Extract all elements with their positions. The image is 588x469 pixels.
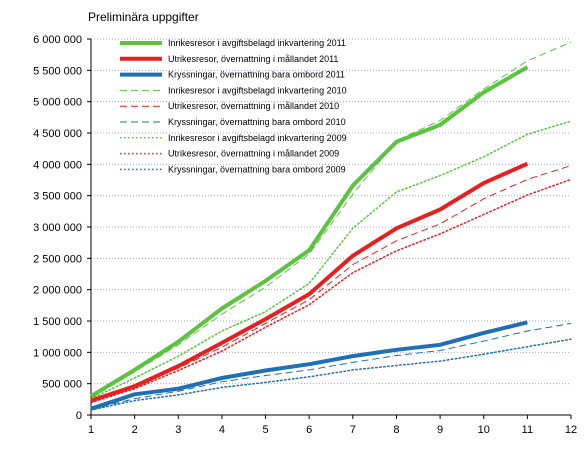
legend-label: Inrikesresor i avgiftsbelagd inkvarterin… <box>168 38 346 48</box>
chart-subtitle: Preliminära uppgifter <box>88 10 199 24</box>
legend-label: Kryssningar, övernattning bara ombord 20… <box>168 164 346 174</box>
x-tick-label: 5 <box>262 424 268 436</box>
legend: Inrikesresor i avgiftsbelagd inkvarterin… <box>120 38 347 174</box>
y-axis-tick-labels: 0 500 000 1 000 000 1 500 000 2 000 000 2 500… <box>33 34 82 422</box>
legend-label: Utrikesresor, övernattning i mållandet 2… <box>168 149 339 159</box>
series-line-1 <box>89 65 529 398</box>
y-tick-label: 3 000 000 <box>33 222 82 234</box>
series-line-7 <box>90 120 572 400</box>
x-tick-label: 8 <box>393 424 399 436</box>
series-line-8 <box>90 178 572 404</box>
series-line-6 <box>90 323 572 410</box>
y-tick-label: 6 000 000 <box>33 34 82 46</box>
series-line-4 <box>90 41 572 399</box>
x-tick-label: 1 <box>88 424 94 436</box>
y-tick-label: 1 000 000 <box>33 347 82 359</box>
y-tick-label: 500 000 <box>42 379 82 391</box>
y-tick-label: 1 500 000 <box>33 316 82 328</box>
x-tick-label: 6 <box>306 424 312 436</box>
series-line-9 <box>90 338 572 411</box>
legend-label: Utrikesresor, övernattning i mållandet 2… <box>168 101 339 111</box>
x-tick-label: 10 <box>478 424 490 436</box>
x-tick-label: 7 <box>350 424 356 436</box>
x-tick-label: 9 <box>437 424 443 436</box>
x-tick-label: 11 <box>522 424 533 436</box>
legend-label: Kryssningar, övernattning bara ombord 20… <box>168 70 345 80</box>
x-tick-label: 4 <box>219 424 225 436</box>
series-lines <box>89 41 572 411</box>
y-tick-label: 5 000 000 <box>33 97 82 109</box>
y-tick-label: 0 <box>76 410 82 422</box>
x-axis-tick-labels: 1 2 3 4 5 6 7 8 9 10 11 12 <box>88 424 577 436</box>
x-tick-label: 3 <box>175 424 181 436</box>
legend-label: Utrikesresor, övernattning i mållandet 2… <box>168 54 338 64</box>
y-tick-label: 4 000 000 <box>33 159 82 171</box>
series-line-2 <box>90 161 529 403</box>
legend-label: Inrikesresor i avgiftsbelagd inkvarterin… <box>168 133 347 143</box>
y-tick-label: 3 500 000 <box>33 191 82 203</box>
x-tick-label: 12 <box>565 424 577 436</box>
x-tick-label: 2 <box>132 424 138 436</box>
y-tick-label: 5 500 000 <box>33 65 82 77</box>
y-tick-label: 2 500 000 <box>33 253 82 265</box>
series-line-3 <box>90 320 528 411</box>
series-line-5 <box>90 165 572 403</box>
axes <box>87 38 572 419</box>
legend-label: Inrikesresor i avgiftsbelagd inkvarterin… <box>168 85 347 95</box>
y-tick-label: 4 500 000 <box>33 128 82 140</box>
legend-label: Kryssningar, övernattning bara ombord 20… <box>168 117 346 127</box>
y-tick-label: 2 000 000 <box>33 285 82 297</box>
